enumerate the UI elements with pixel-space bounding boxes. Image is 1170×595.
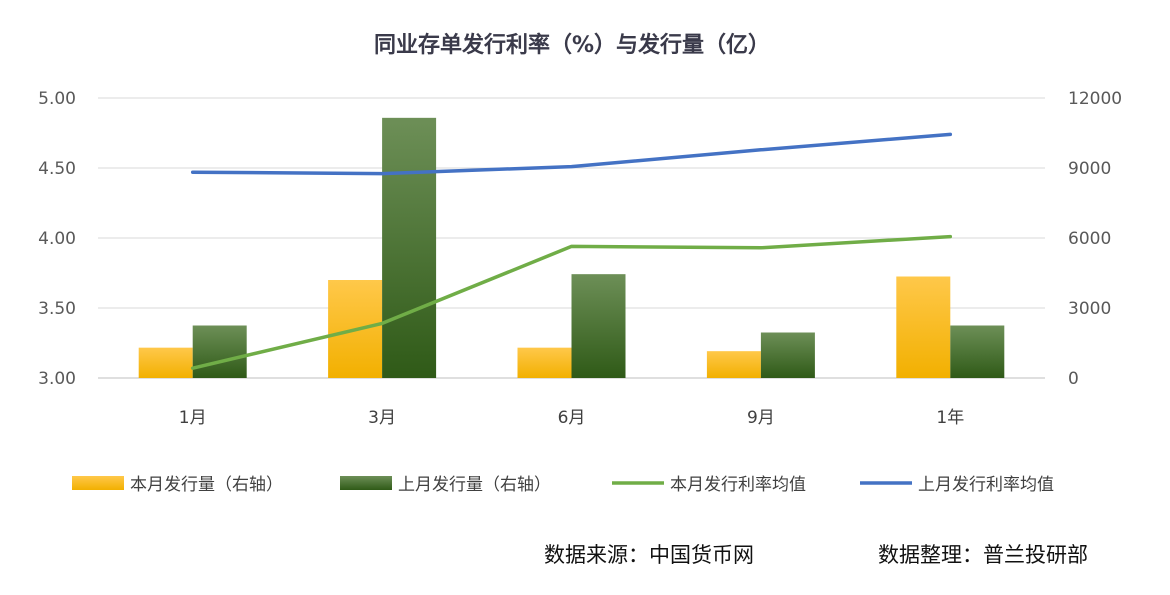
right-tick-label: 12000 [1068, 89, 1122, 109]
legend-swatch [340, 476, 392, 490]
bar [517, 347, 572, 378]
bar [571, 274, 626, 378]
left-tick-label: 3.50 [38, 299, 76, 319]
left-tick-label: 4.00 [38, 229, 76, 249]
category-axis: 1月 3月 6月 9月 1年 [179, 408, 964, 428]
bar [760, 332, 815, 378]
bar [382, 117, 437, 378]
category-label: 1月 [179, 408, 207, 428]
bar [950, 325, 1005, 378]
category-label: 6月 [558, 408, 586, 428]
category-label: 1年 [936, 408, 964, 428]
legend-label: 上月发行量（右轴） [398, 475, 551, 495]
legend-swatch [72, 476, 124, 490]
right-axis: 0 3000 6000 9000 12000 [1068, 89, 1122, 389]
right-tick-label: 3000 [1068, 299, 1111, 319]
bar [192, 325, 247, 378]
chart-title: 同业存单发行利率（%）与发行量（亿） [374, 32, 770, 58]
bar [706, 351, 761, 378]
left-tick-label: 5.00 [38, 89, 76, 109]
data-source-note: 数据来源：中国货币网 [544, 543, 754, 567]
data-compiled-note: 数据整理：普兰投研部 [878, 543, 1088, 567]
legend-label: 上月发行利率均值 [918, 475, 1054, 495]
left-tick-label: 3.00 [38, 369, 76, 389]
category-label: 3月 [368, 408, 396, 428]
bar [896, 276, 951, 378]
right-tick-label: 6000 [1068, 229, 1111, 249]
legend-label: 本月发行量（右轴） [130, 475, 283, 495]
bar [138, 347, 193, 378]
right-tick-label: 9000 [1068, 159, 1111, 179]
bars-group [138, 117, 1005, 378]
left-axis: 3.00 3.50 4.00 4.50 5.00 [38, 89, 76, 389]
series-line [190, 132, 953, 176]
lines-group [190, 132, 953, 370]
right-tick-label: 0 [1068, 369, 1079, 389]
legend: 本月发行量（右轴） 上月发行量（右轴） 本月发行利率均值 上月发行利率均值 [72, 475, 1054, 495]
left-tick-label: 4.50 [38, 159, 76, 179]
category-label: 9月 [747, 408, 775, 428]
gridlines [98, 97, 1045, 379]
series-line [190, 234, 953, 370]
legend-label: 本月发行利率均值 [670, 475, 806, 495]
